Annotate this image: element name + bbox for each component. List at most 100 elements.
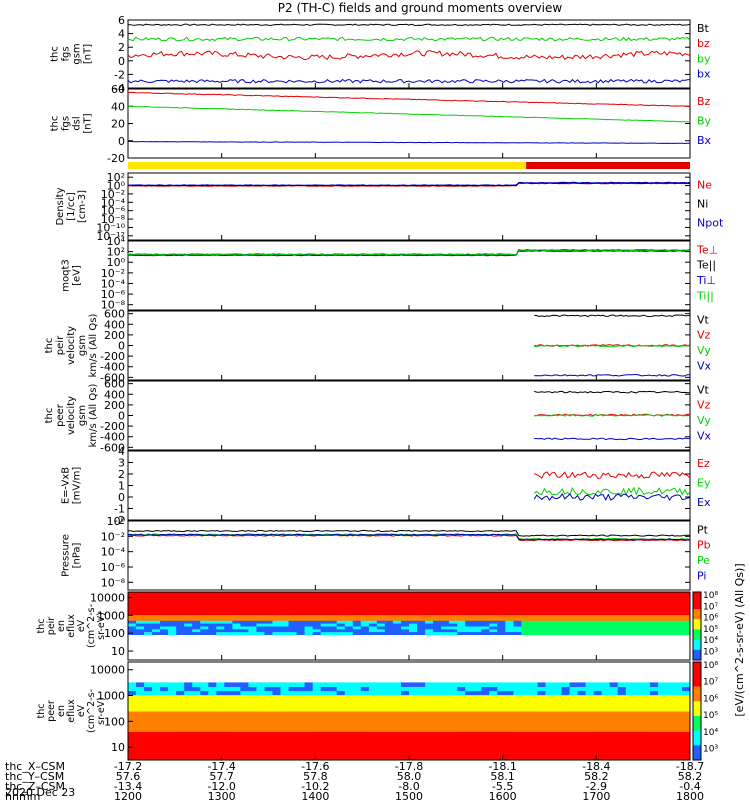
spec-cell-peir-spec [304,628,314,633]
spec-cell-peer-spec [609,723,619,728]
spec-cell-peir-spec [256,603,265,607]
spec-cell-peir-spec [617,628,627,633]
spec-cell-peer-spec [368,698,378,704]
spec-cell-peir-spec [529,623,538,627]
spec-cell-peir-spec [224,603,233,607]
spec-cell-peer-spec [280,715,289,720]
spec-cell-peir-spec [192,626,201,630]
colorbar-tick-peir-spec: 10⁴ [703,636,718,646]
spec-cell-peir-spec [473,620,482,624]
spec-cell-peir-spec [216,603,225,607]
spec-cell-peer-spec [457,735,466,741]
spec-cell-peer-spec [521,686,530,692]
spec-cell-peir-spec [537,620,546,624]
spec-cell-peer-spec [224,694,233,700]
spec-cell-peer-spec [296,686,306,692]
spec-cell-peer-spec [208,739,217,745]
spec-cell-peer-spec [601,735,611,741]
xrow-value: 1400 [301,790,329,800]
spec-cell-peir-spec [216,609,225,613]
spec-cell-peir-spec [176,623,185,627]
spec-cell-peer-spec [152,702,161,708]
spec-cell-peer-spec [232,727,241,732]
spec-cell-peer-spec [593,711,603,716]
xrow-value: 58.1 [490,770,515,783]
spec-cell-peer-spec [144,682,153,687]
spec-cell-peer-spec [457,686,466,692]
spec-cell-peir-spec [264,592,273,596]
spec-cell-peer-spec [328,702,338,708]
ylabel-line-peir-velocity: peir [55,335,66,355]
spec-cell-peir-spec [593,620,603,624]
spec-cell-peir-spec [224,609,233,613]
spec-cell-peer-spec [384,719,394,724]
spec-cell-peer-spec [160,698,169,704]
spec-cell-peir-spec [577,606,587,610]
spec-cell-peer-spec [216,747,225,753]
spec-cell-peer-spec [529,751,538,757]
spec-cell-peir-spec [336,603,346,607]
spec-cell-peir-spec [553,631,562,635]
spec-cell-peir-spec [320,597,330,601]
spec-cell-peir-spec [304,609,314,613]
spec-cell-peer-spec [649,755,659,761]
spec-cell-peer-spec [417,711,426,716]
spec-cell-peer-spec [505,698,514,704]
spec-cell-peir-spec [593,592,603,596]
spec-cell-peir-spec [160,592,169,596]
spec-cell-peer-spec [376,694,386,700]
spec-cell-peer-spec [577,682,587,687]
spec-cell-peir-spec [665,617,675,621]
spec-cell-peer-spec [216,690,225,696]
spec-cell-peir-spec [489,600,498,604]
spec-cell-peir-spec [417,592,426,596]
spec-cell-peir-spec [272,617,281,621]
spec-cell-peer-spec [433,702,442,708]
spec-cell-peir-spec [497,600,506,604]
spec-cell-peer-spec [224,723,233,728]
spec-cell-peir-spec [216,631,225,635]
spec-cell-peer-spec [296,735,306,741]
spec-cell-peir-spec [513,609,522,613]
spec-cell-peir-spec [633,611,643,616]
series-density-Npot [127,181,691,187]
spec-cell-peer-spec [240,698,249,704]
spec-cell-peir-spec [577,594,587,599]
spec-cell-peer-spec [673,702,683,708]
series-fgs-gsm-bz [127,50,691,61]
spec-cell-peer-spec [272,743,281,749]
spec-cell-peir-spec [320,617,330,621]
spec-cell-peir-spec [160,606,169,610]
spec-cell-peer-spec [553,690,562,696]
spec-cell-peer-spec [160,702,169,708]
spec-cell-peer-spec [521,694,530,700]
spec-cell-peir-spec [601,620,611,624]
spec-cell-peir-spec [433,603,442,607]
spec-cell-peir-spec [545,628,554,633]
spec-cell-peer-spec [152,711,161,716]
spec-cell-peir-spec [682,628,691,633]
spec-cell-peer-spec [392,702,402,708]
spec-cell-peir-spec [553,611,562,616]
spec-cell-peer-spec [296,698,306,704]
spec-cell-peer-spec [128,735,137,741]
spec-ytick-label-peer-spec: 10000 [90,664,125,677]
spec-cell-peer-spec [304,751,314,757]
spec-cell-peer-spec [200,694,209,700]
spec-cell-peir-spec [152,628,161,633]
spec-cell-peer-spec [392,715,402,720]
spec-cell-peer-spec [617,690,627,696]
spec-cell-peer-spec [585,682,595,687]
spec-cell-peer-spec [481,694,490,700]
spec-cell-peer-spec [497,743,506,749]
spec-cell-peir-spec [264,617,273,621]
spec-cell-peer-spec [449,694,458,700]
spec-cell-peer-spec [682,751,691,757]
spec-cell-peir-spec [344,626,354,630]
spec-cell-peir-spec [160,626,169,630]
spec-cell-peir-spec [513,594,522,599]
spec-cell-peir-spec [449,631,458,635]
spec-cell-peir-spec [328,592,338,596]
spec-cell-peir-spec [505,623,514,627]
colorbar-cell-peir-spec [693,615,701,620]
